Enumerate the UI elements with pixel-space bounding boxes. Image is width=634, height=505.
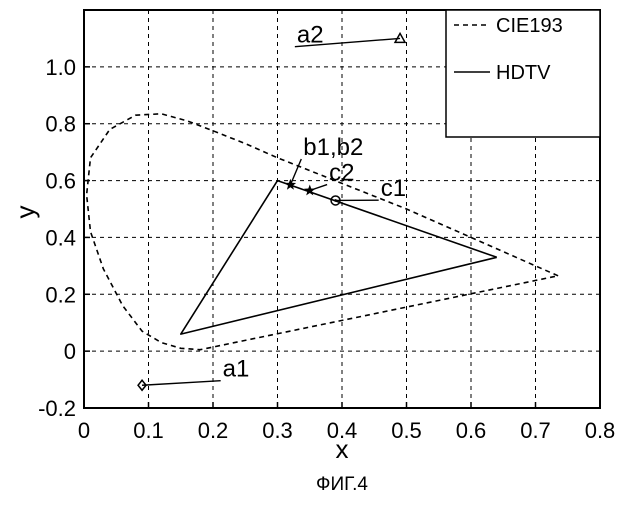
x-tick-label: 0.6	[456, 418, 487, 443]
annotation-label-c1: c1	[381, 175, 406, 202]
x-axis-label: x	[336, 434, 349, 464]
leader-line-a1	[142, 381, 221, 386]
x-tick-label: 0.7	[520, 418, 551, 443]
legend: CIE193 HDTV	[446, 10, 600, 137]
y-tick-label: 0.4	[45, 225, 76, 250]
x-tick-label: 0.1	[133, 418, 164, 443]
y-tick-label: 1.0	[45, 55, 76, 80]
annotation-label-c2: c2	[329, 160, 354, 187]
y-axis-label: y	[10, 206, 40, 219]
legend-label-cie193: CIE193	[496, 15, 563, 37]
annotation-label-b1b2: b1,b2	[303, 134, 363, 161]
marker-a2	[395, 33, 405, 42]
x-tick-label: 0.8	[585, 418, 616, 443]
y-tick-label: 0.8	[45, 112, 76, 137]
x-tick-label: 0.5	[391, 418, 422, 443]
y-tick-label: -0.2	[38, 396, 76, 421]
annotation-label-a2: a2	[297, 22, 324, 49]
y-tick-label: 0	[64, 339, 76, 364]
y-tick-label: 0.2	[45, 282, 76, 307]
figure-caption: ФИГ.4	[316, 474, 368, 495]
legend-label-hdtv: HDTV	[496, 62, 551, 84]
marker-dot-c1	[334, 199, 337, 202]
x-tick-label: 0	[78, 418, 90, 443]
x-tick-label: 0.3	[262, 418, 293, 443]
y-tick-label: 0.6	[45, 169, 76, 194]
annotation-label-a1: a1	[223, 356, 250, 383]
x-tick-label: 0.2	[198, 418, 229, 443]
